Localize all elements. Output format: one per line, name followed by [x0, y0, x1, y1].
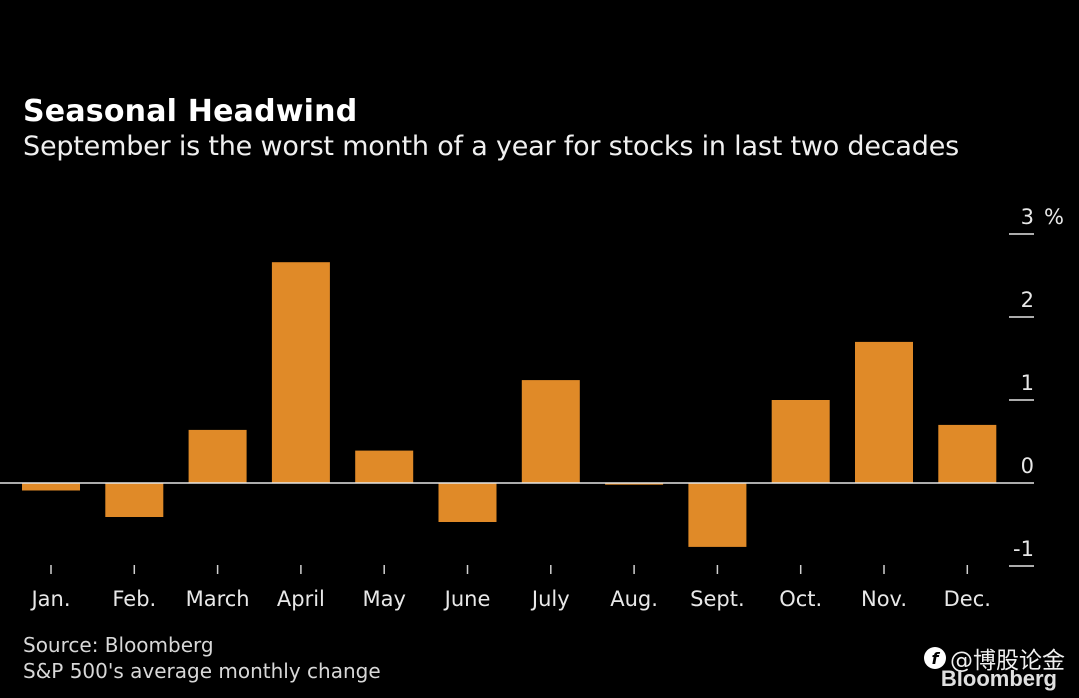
y-axis: 3 % 2 1 0 -1 [1009, 205, 1064, 567]
x-tick-label: July [530, 587, 570, 611]
bar-june [438, 483, 497, 522]
bar-nov [855, 341, 913, 483]
watermark: f @博股论金 [924, 641, 1065, 675]
bar-dec [938, 424, 997, 483]
series-note: S&P 500's average monthly change [23, 659, 381, 683]
x-tick-label: Oct. [779, 587, 822, 611]
bar-sept [688, 483, 747, 547]
x-tick-label: Nov. [861, 587, 907, 611]
x-tick-label: March [186, 587, 250, 611]
bar-april [271, 262, 330, 483]
x-tick-label: May [362, 587, 405, 611]
bar-aug [605, 483, 664, 485]
source-note: Source: Bloomberg [23, 633, 214, 657]
bar-oct [771, 400, 830, 483]
y-tick-label: -1 [1013, 537, 1034, 561]
y-tick-label: 2 [1021, 288, 1034, 312]
x-axis: Jan. Feb. March April May June July Aug. Sept. Oc… [29, 565, 991, 611]
y-tick-label: 3 [1021, 205, 1034, 229]
x-tick-label: Dec. [944, 587, 991, 611]
x-tick-label: Jan. [29, 587, 70, 611]
y-tick-label: 1 [1021, 371, 1034, 395]
bar-march [188, 429, 247, 483]
bar-feb [105, 483, 164, 517]
bar-july [521, 380, 580, 483]
x-tick-label: June [443, 587, 491, 611]
x-tick-label: April [277, 587, 325, 611]
bar-may [355, 450, 414, 483]
y-tick-label: 0 [1021, 454, 1034, 478]
x-tick-label: Sept. [690, 587, 745, 611]
chart-subtitle: September is the worst month of a year f… [23, 131, 959, 162]
y-unit-label: % [1044, 205, 1064, 229]
x-tick-label: Feb. [112, 587, 156, 611]
bars-group [22, 262, 997, 547]
chart-title: Seasonal Headwind [23, 94, 358, 129]
bloomberg-logo: Bloomberg [940, 666, 1057, 691]
x-tick-label: Aug. [610, 587, 658, 611]
watermark-handle: @博股论金 [950, 648, 1065, 674]
weibo-style-logo-icon: f [924, 647, 946, 669]
bar-jan [22, 483, 80, 491]
